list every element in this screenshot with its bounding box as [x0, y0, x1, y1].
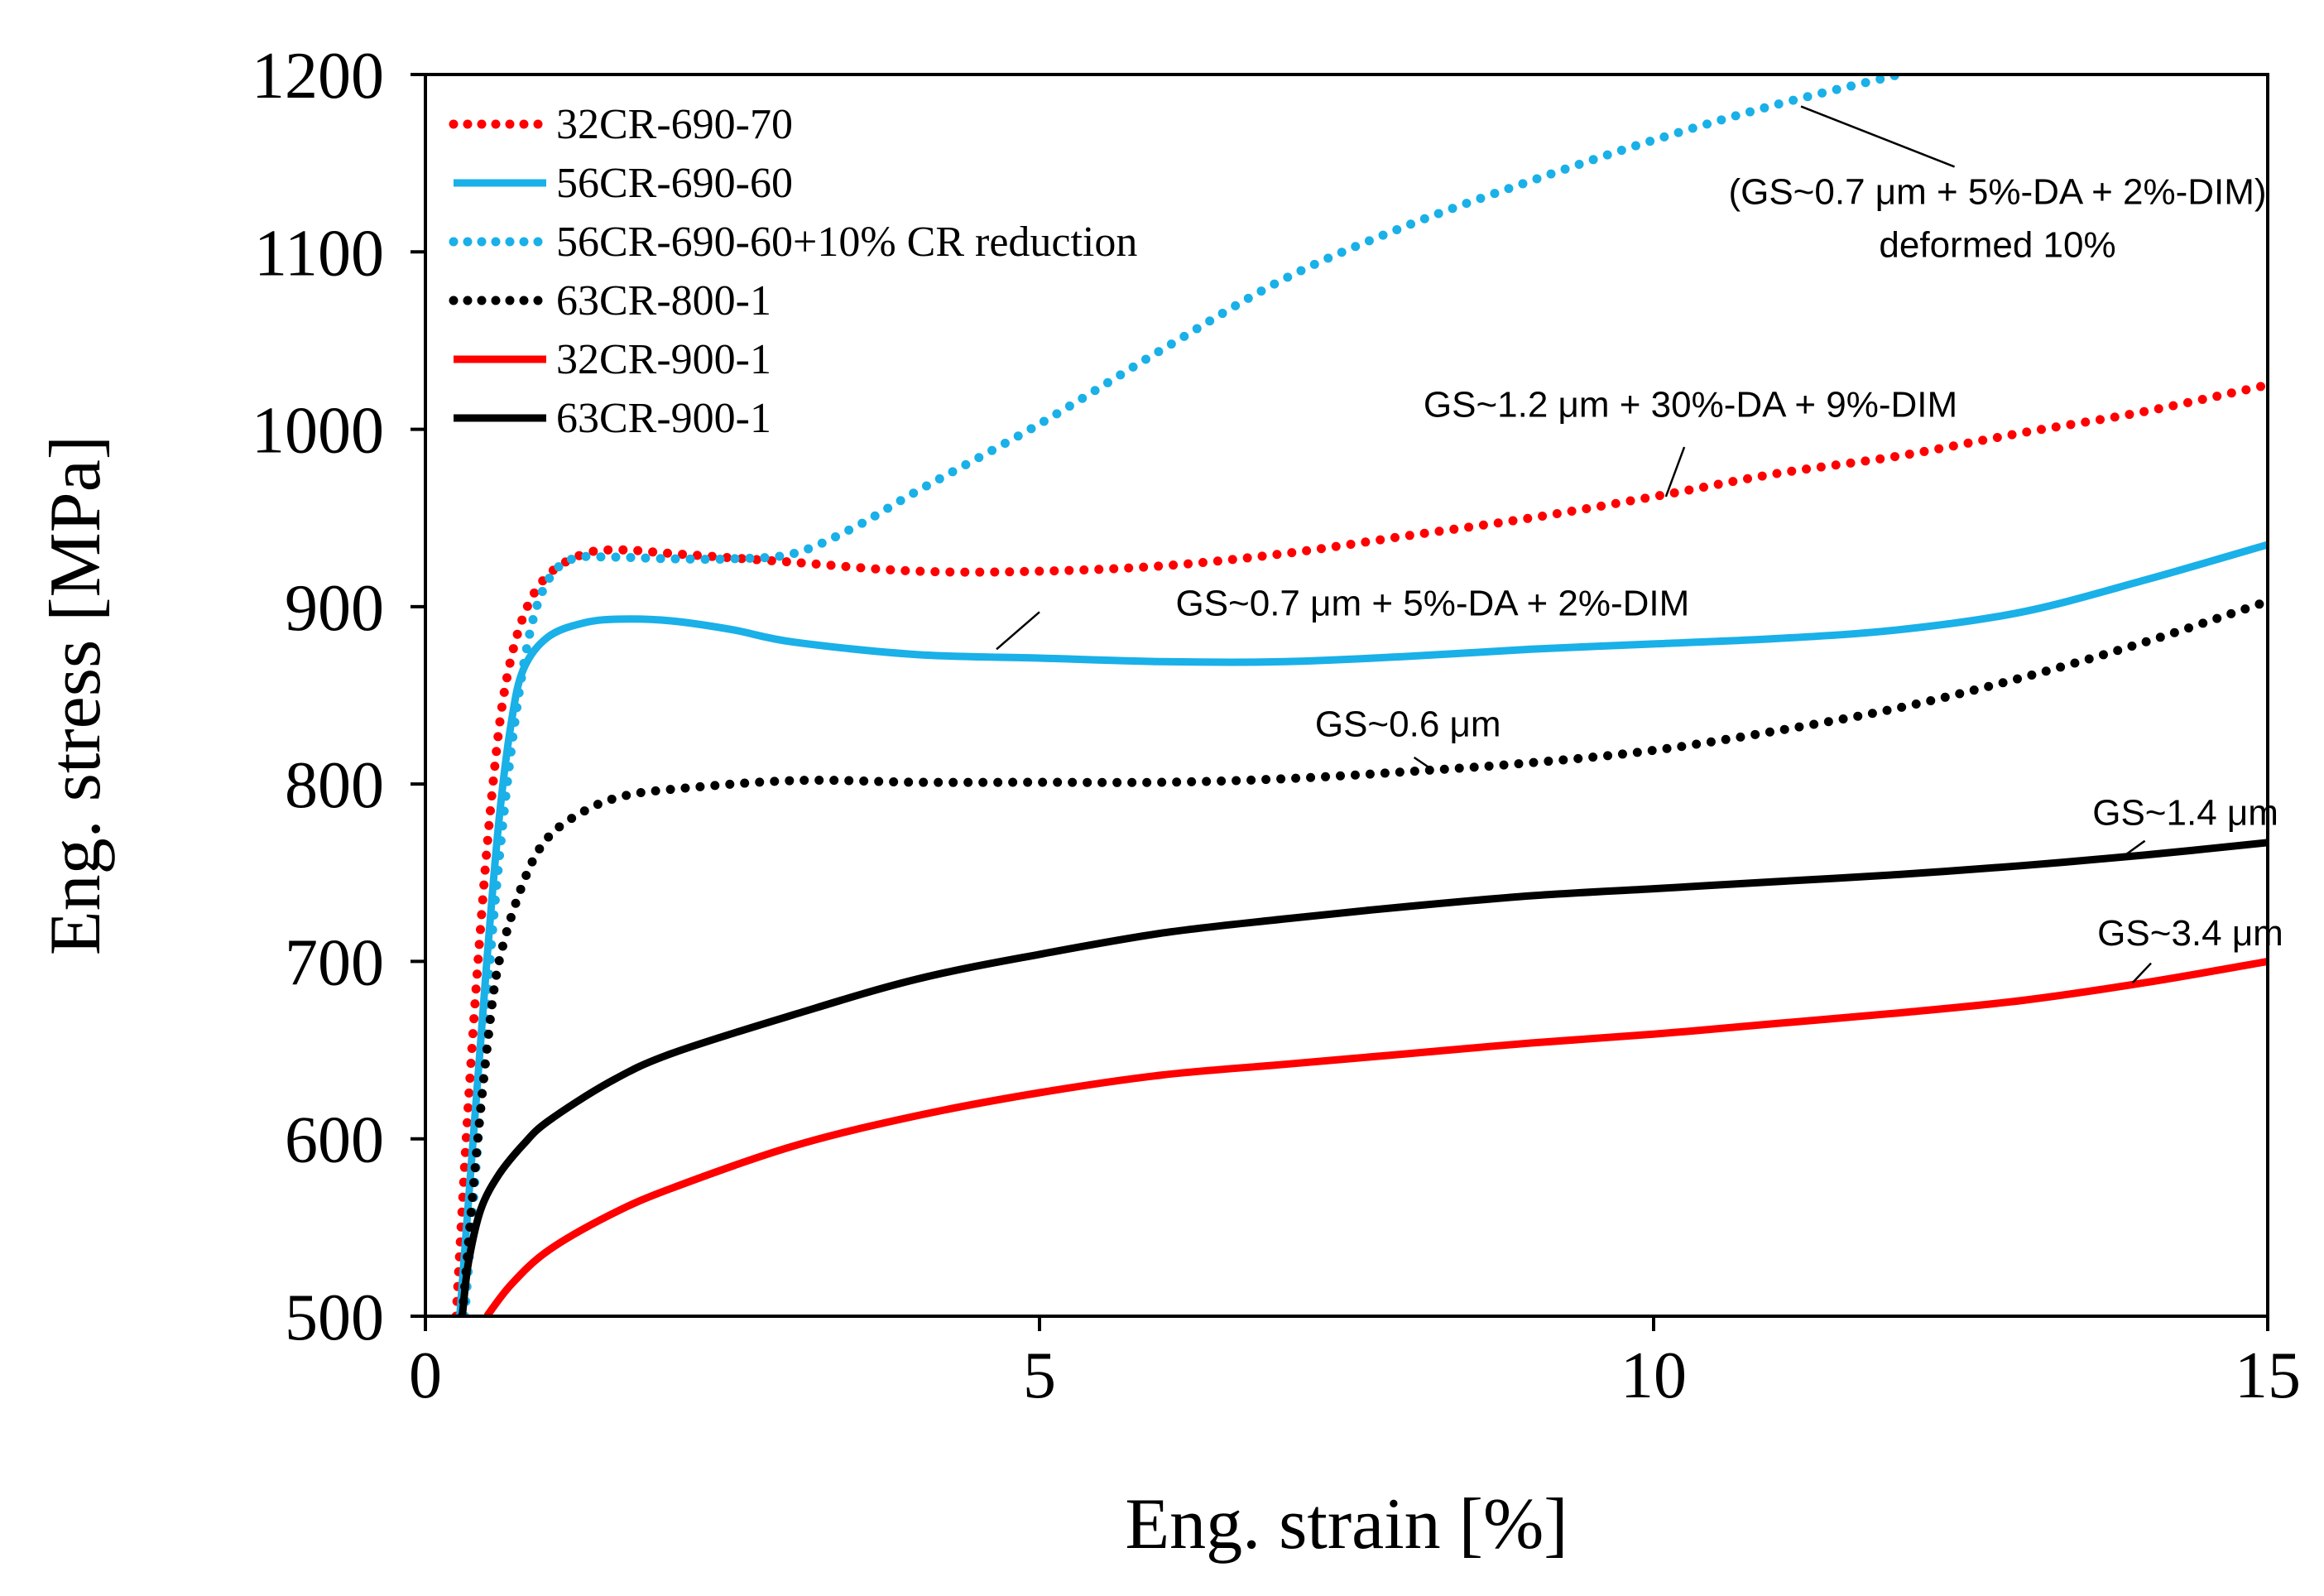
series-line-32cr-900-1 — [483, 957, 2268, 1316]
annotation-label-1-line-1: (GS~0.7 μm + 5%-DA + 2%-DIM) — [1728, 171, 2266, 212]
annotation-label-5: GS~1.4 μm — [2092, 792, 2278, 833]
x-tick-label-0: 0 — [409, 1339, 442, 1412]
series-line-32cr-690-70 — [451, 380, 2268, 1316]
annotation-leader-6 — [2131, 962, 2152, 984]
legend-label-32cr-900-1: 32CR-900-1 — [556, 336, 771, 383]
series-line-56cr-690-60 — [456, 541, 2268, 1316]
y-tick-label-700: 700 — [285, 926, 384, 999]
legend-label-32cr-690-70: 32CR-690-70 — [556, 101, 793, 148]
y-tick-label-500: 500 — [285, 1281, 384, 1354]
y-tick-label-1000: 1000 — [252, 395, 384, 468]
plot-frame — [424, 73, 2269, 1318]
y-tick-label-600: 600 — [285, 1104, 384, 1177]
annotation-label-2: GS~1.2 μm + 30%-DA + 9%-DIM — [1424, 385, 1957, 425]
x-axis-title: Eng. strain [%] — [1125, 1484, 1568, 1565]
series-line-56cr-690-60-10-cr-reduction — [460, 75, 1904, 1316]
legend-label-63cr-800-1: 63CR-800-1 — [556, 277, 771, 324]
y-tick-label-900: 900 — [285, 572, 384, 645]
annotation-label-4: GS~0.6 μm — [1315, 704, 1501, 744]
legend-label-63cr-900-1: 63CR-900-1 — [556, 395, 771, 442]
plot-area: (GS~0.7 μm + 5%-DA + 2%-DIM) deformed 10%… — [424, 73, 2283, 1318]
x-tick-label-5: 5 — [1023, 1339, 1056, 1412]
annotation-label-1-line-2: deformed 10% — [1879, 224, 2115, 265]
legend: 32CR-690-70 56CR-690-60 56CR-690-60+10% CR… — [449, 101, 1137, 442]
legend-label-56cr-690-60-10-cr-reduction: 56CR-690-60+10% CR reduction — [556, 219, 1137, 266]
series-line-63cr-900-1 — [459, 839, 2268, 1316]
y-tick-label-800: 800 — [285, 749, 384, 822]
y-axis: 500 600 700 800 900 1000 1100 1200 — [252, 40, 425, 1354]
y-axis-title: Eng. stress [MPa] — [36, 435, 116, 955]
legend-label-56cr-690-60: 56CR-690-60 — [556, 160, 793, 207]
series-line-63cr-800-1 — [458, 596, 2268, 1316]
annotation-leader-1 — [1800, 105, 1956, 168]
x-axis: 0 5 10 15 — [409, 1316, 2301, 1412]
annotation-leader-2 — [1664, 446, 1686, 498]
series-layer — [451, 75, 2268, 1316]
annotation-leader-4 — [1413, 756, 1433, 772]
annotation-layer: (GS~0.7 μm + 5%-DA + 2%-DIM) deformed 10%… — [996, 105, 2283, 984]
annotation-label-6: GS~3.4 μm — [2097, 913, 2283, 954]
x-tick-label-10: 10 — [1621, 1339, 1687, 1412]
y-tick-label-1200: 1200 — [252, 40, 384, 113]
annotation-leader-3 — [996, 611, 1040, 651]
annotation-leader-5 — [2120, 839, 2146, 860]
y-tick-label-1100: 1100 — [254, 217, 384, 290]
x-tick-label-15: 15 — [2235, 1339, 2301, 1412]
annotation-label-3: GS~0.7 μm + 5%-DA + 2%-DIM — [1175, 584, 1689, 624]
